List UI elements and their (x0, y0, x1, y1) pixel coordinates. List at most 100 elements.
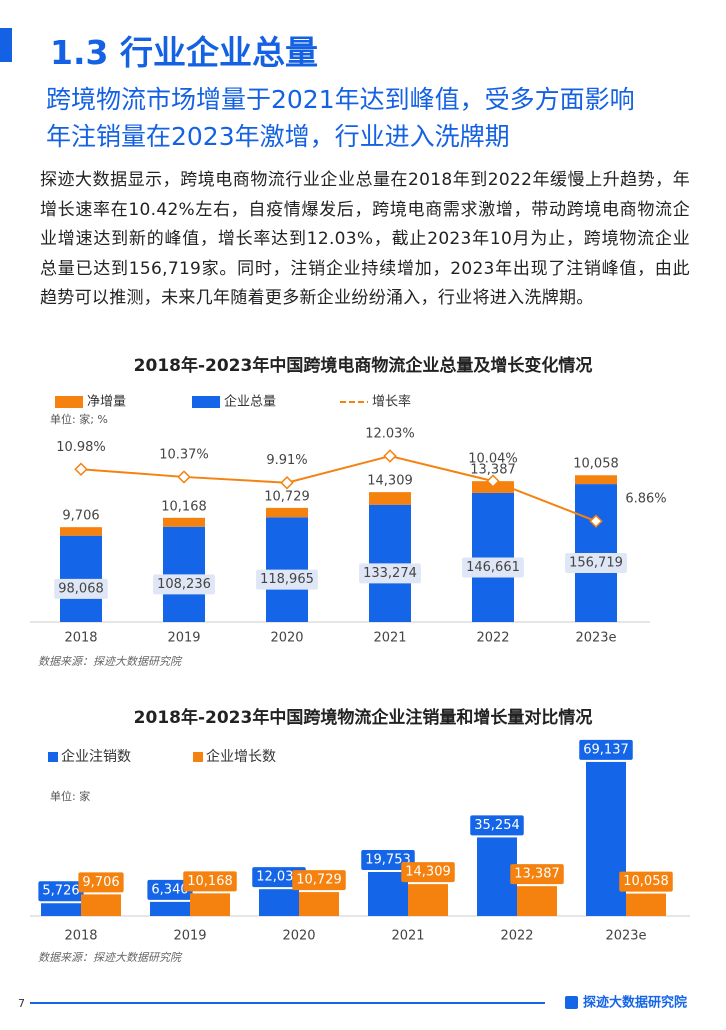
bar-value-label: 146,661 (466, 560, 520, 575)
legend-swatch (192, 396, 220, 408)
legend-swatch (48, 752, 58, 762)
x-tick-label: 2022 (500, 929, 533, 944)
x-tick-label: 2022 (476, 631, 509, 646)
bar-value-label: 35,254 (474, 818, 520, 833)
bar-value-label-box (401, 862, 455, 883)
line-marker (74, 462, 88, 476)
bar-value-label-box (38, 881, 84, 902)
bar (408, 884, 448, 916)
legend-label: 增长率 (372, 394, 411, 410)
x-tick-label: 2023e (575, 631, 616, 646)
legend-label: 企业注销数 (61, 748, 131, 765)
bar (259, 889, 299, 916)
line-marker (280, 476, 294, 490)
bar-value-label: 14,309 (367, 474, 413, 489)
bar-value-label-box (565, 553, 627, 574)
unit-label: 单位: 家; % (50, 412, 108, 426)
source: 数据来源：探迹大数据研究院 (38, 655, 183, 668)
bar-value-label: 19,753 (365, 852, 411, 867)
unit-label: 单位: 家 (50, 789, 90, 803)
bar-value-label-box (147, 879, 193, 900)
subtitle: 年注销量在2023年激增，行业进入洗牌期 (46, 122, 510, 151)
bar-value-label-box (78, 872, 124, 893)
line-value-label: 6.86% (625, 492, 666, 507)
logo-icon (565, 996, 578, 1009)
bar-value-label-box (153, 574, 215, 595)
x-tick-label: 2018 (64, 929, 97, 944)
line-marker (589, 514, 603, 528)
bar-value-label: 108,236 (157, 577, 211, 592)
bar (60, 527, 102, 536)
bar (163, 517, 205, 527)
section-title: 1.3 行业企业总量 (50, 33, 318, 72)
bar-value-label-box (579, 739, 633, 760)
bar-value-label: 10,058 (623, 874, 669, 889)
bar-value-label-box (292, 870, 346, 891)
bar-value-label: 13,387 (470, 463, 516, 478)
title-accent (0, 28, 12, 62)
bar-value-label: 13,387 (514, 867, 560, 882)
subtitle: 跨境物流市场增量于2021年达到峰值，受多方面影响 (46, 85, 635, 114)
x-tick-label: 2018 (64, 631, 97, 646)
bar-value-label: 10,168 (161, 499, 207, 514)
bar-value-label-box (510, 864, 564, 885)
bar-value-label: 10,168 (187, 874, 233, 889)
chart-title: 2018年-2023年中国跨境电商物流企业总量及增长变化情况 (134, 355, 593, 376)
chart-title: 2018年-2023年中国跨境物流企业注销量和增长量对比情况 (134, 707, 593, 728)
page-number: 7 (18, 997, 25, 1010)
bar (575, 475, 617, 485)
source: 数据来源：探迹大数据研究院 (38, 951, 183, 964)
bar-value-label: 9,706 (62, 509, 99, 524)
paragraph: 探迹大数据显示，跨境电商物流行业企业总量在2018年到2022年缓慢上升趋势，年… (40, 170, 690, 308)
bar-value-label: 10,058 (573, 457, 619, 472)
bar (266, 507, 308, 518)
line-value-label: 10.98% (56, 440, 106, 455)
bar (369, 492, 411, 505)
x-tick-label: 2021 (391, 929, 424, 944)
line-marker (383, 449, 397, 463)
bar-value-label: 6,340 (151, 882, 188, 897)
bar-value-label-box (359, 563, 421, 584)
bar-value-label: 9,706 (82, 875, 119, 890)
bar-value-label: 98,068 (58, 581, 104, 596)
bar (517, 886, 557, 916)
bar-value-label: 133,274 (363, 566, 417, 581)
legend-label: 净增量 (87, 395, 126, 410)
bar-value-label: 5,726 (42, 884, 79, 899)
line-marker (177, 470, 191, 484)
brand: 探迹大数据研究院 (583, 995, 687, 1011)
bar-value-label-box (619, 871, 673, 892)
bar (41, 903, 81, 916)
line-value-label: 12.03% (365, 427, 415, 442)
bar-value-label: 118,965 (260, 572, 314, 587)
bar (150, 901, 190, 916)
bar-value-label: 10,729 (296, 873, 342, 888)
line-value-label: 10.37% (159, 447, 209, 462)
legend-label: 企业增长数 (206, 748, 276, 765)
line (80, 454, 597, 523)
legend-swatch (55, 396, 83, 408)
line-marker (486, 474, 500, 488)
legend-label: 企业总量 (224, 394, 276, 410)
x-tick-label: 2021 (373, 631, 406, 646)
bar-value-label: 156,719 (569, 556, 623, 571)
bar-value-label: 69,137 (583, 742, 629, 757)
bar-value-label-box (256, 569, 318, 590)
bar-value-label: 10,729 (264, 489, 310, 504)
bar-value-label-box (470, 815, 524, 836)
bar (626, 893, 666, 916)
bar (586, 761, 626, 916)
bar-value-label: 12,034 (256, 870, 302, 885)
line-value-label: 10.04% (468, 452, 518, 467)
bar-value-label-box (183, 871, 237, 892)
x-tick-label: 2019 (173, 929, 206, 944)
bar (190, 893, 230, 916)
bar-value-label-box (54, 578, 108, 599)
bar-value-label-box (462, 557, 524, 578)
bar-value-label: 14,309 (405, 865, 451, 880)
bar (81, 894, 121, 916)
line-value-label: 9.91% (266, 453, 307, 468)
bar (299, 892, 339, 916)
x-tick-label: 2020 (282, 929, 315, 944)
